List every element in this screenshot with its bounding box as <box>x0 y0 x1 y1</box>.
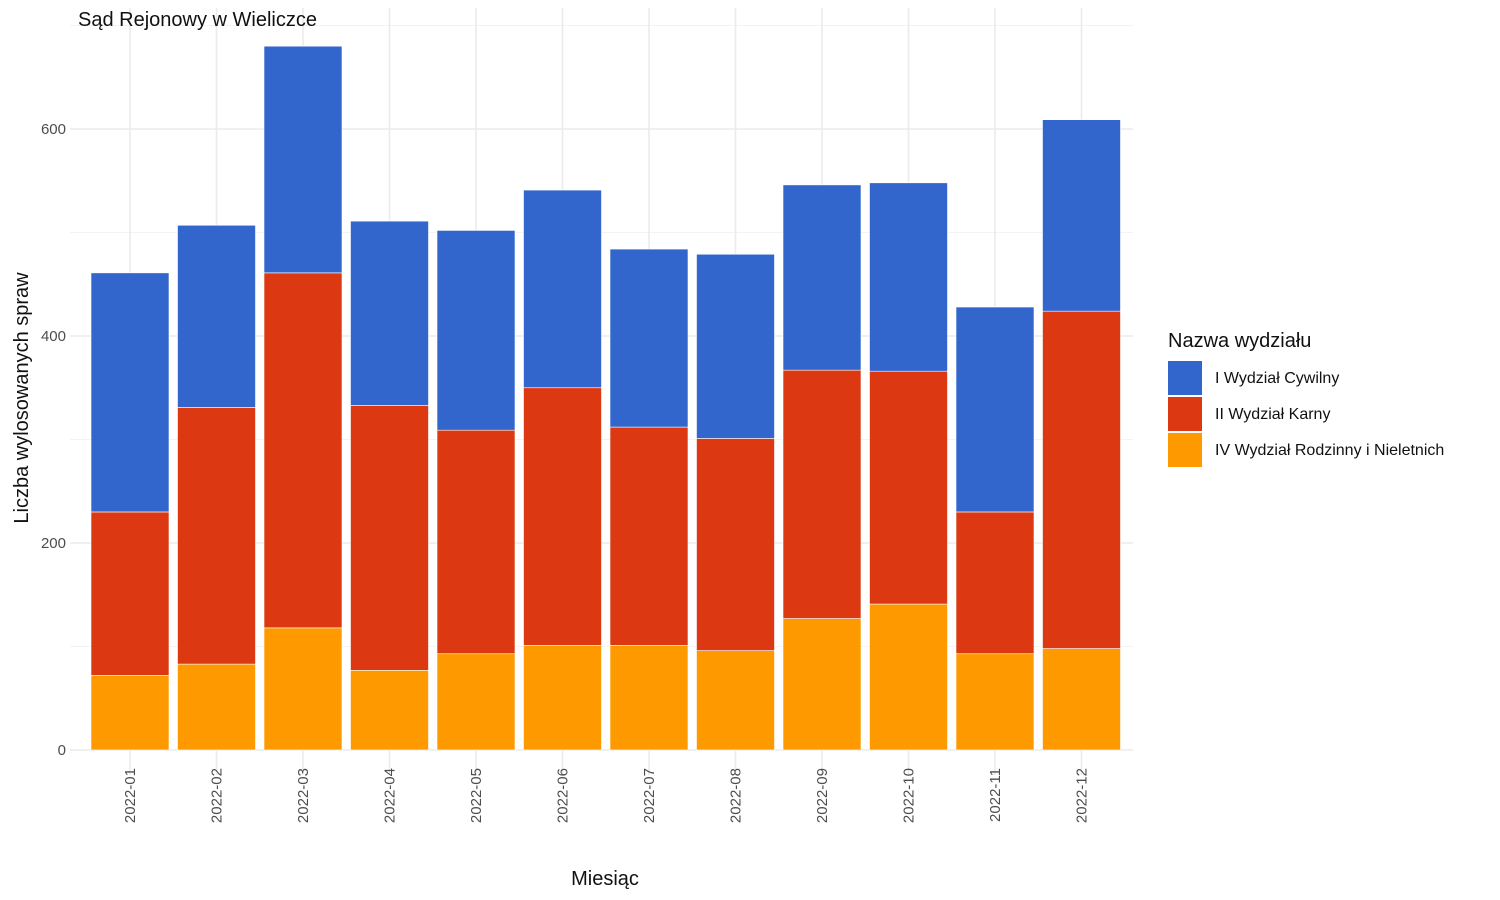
bar-segment <box>436 653 516 751</box>
bar-segment <box>177 407 256 665</box>
x-tick-label: 2022-04 <box>382 768 399 823</box>
bar-segment <box>869 182 948 372</box>
legend: Nazwa wydziału I Wydział Cywilny II Wydzi… <box>1168 330 1444 467</box>
bar-segment <box>955 653 1035 751</box>
y-tick-label: 200 <box>41 535 66 552</box>
bar-segment <box>955 511 1035 655</box>
x-tick-label: 2022-06 <box>555 768 572 823</box>
x-axis-title: Miesiąc <box>571 868 639 890</box>
bar-segment <box>436 230 516 431</box>
legend-swatch <box>1168 397 1202 431</box>
x-tick-label: 2022-05 <box>468 768 485 823</box>
y-tick-label: 600 <box>41 121 66 138</box>
bar-segment <box>696 650 775 751</box>
chart-title: Sąd Rejonowy w Wieliczce <box>78 9 317 31</box>
y-axis-ticks: 0 200 400 600 <box>41 121 66 759</box>
bar-segment <box>609 248 689 428</box>
legend-label: I Wydział Cywilny <box>1215 370 1339 387</box>
y-tick-label: 0 <box>58 742 66 759</box>
bar-segment <box>1042 310 1121 649</box>
x-tick-label: 2022-11 <box>987 768 1004 822</box>
bar-segment <box>523 387 602 646</box>
bar-segment <box>350 220 429 406</box>
bar-segment <box>90 675 170 751</box>
bar-segment <box>782 618 862 751</box>
y-tick-label: 400 <box>41 328 66 345</box>
legend-items: I Wydział Cywilny II Wydział Karny IV Wydz… <box>1168 361 1444 467</box>
bar-segment <box>696 253 775 439</box>
bar-segment <box>696 438 775 651</box>
x-tick-label: 2022-01 <box>122 768 139 823</box>
bar-segment <box>177 224 256 408</box>
bar-segment <box>177 663 256 751</box>
bar-segment <box>869 603 948 751</box>
bar-segment <box>609 426 689 646</box>
x-axis-ticks: 2022-01 2022-02 2022-03 2022-04 2022-05 2022-… <box>122 768 1091 823</box>
bar-segment <box>436 429 516 655</box>
bars <box>90 45 1121 751</box>
bar-segment <box>263 627 343 751</box>
bar-segment <box>955 306 1035 513</box>
bar-segment <box>263 45 343 274</box>
bar-segment <box>1042 119 1121 312</box>
bar-segment <box>523 189 602 389</box>
bar-segment <box>263 272 343 629</box>
bar-segment <box>1042 648 1121 751</box>
x-tick-label: 2022-09 <box>814 768 831 823</box>
legend-title: Nazwa wydziału <box>1168 330 1311 352</box>
bar-segment <box>523 645 602 751</box>
bar-segment <box>90 511 170 676</box>
bar-segment <box>350 670 429 751</box>
legend-label: IV Wydział Rodzinny i Nieletnich <box>1215 442 1444 459</box>
bar-segment <box>609 645 689 751</box>
legend-label: II Wydział Karny <box>1215 406 1330 423</box>
x-tick-label: 2022-03 <box>295 768 312 823</box>
bar-segment <box>869 370 948 605</box>
x-tick-label: 2022-10 <box>901 768 918 823</box>
bar-segment <box>90 272 170 513</box>
y-axis-title: Liczba wylosowanych spraw <box>11 272 33 524</box>
x-tick-label: 2022-12 <box>1074 768 1091 823</box>
bar-segment <box>350 405 429 671</box>
bar-segment <box>782 369 862 619</box>
x-tick-label: 2022-02 <box>209 768 226 823</box>
bar-segment <box>782 184 862 371</box>
legend-swatch <box>1168 433 1202 467</box>
x-tick-label: 2022-07 <box>641 768 658 823</box>
legend-swatch <box>1168 361 1202 395</box>
x-tick-label: 2022-08 <box>728 768 745 823</box>
